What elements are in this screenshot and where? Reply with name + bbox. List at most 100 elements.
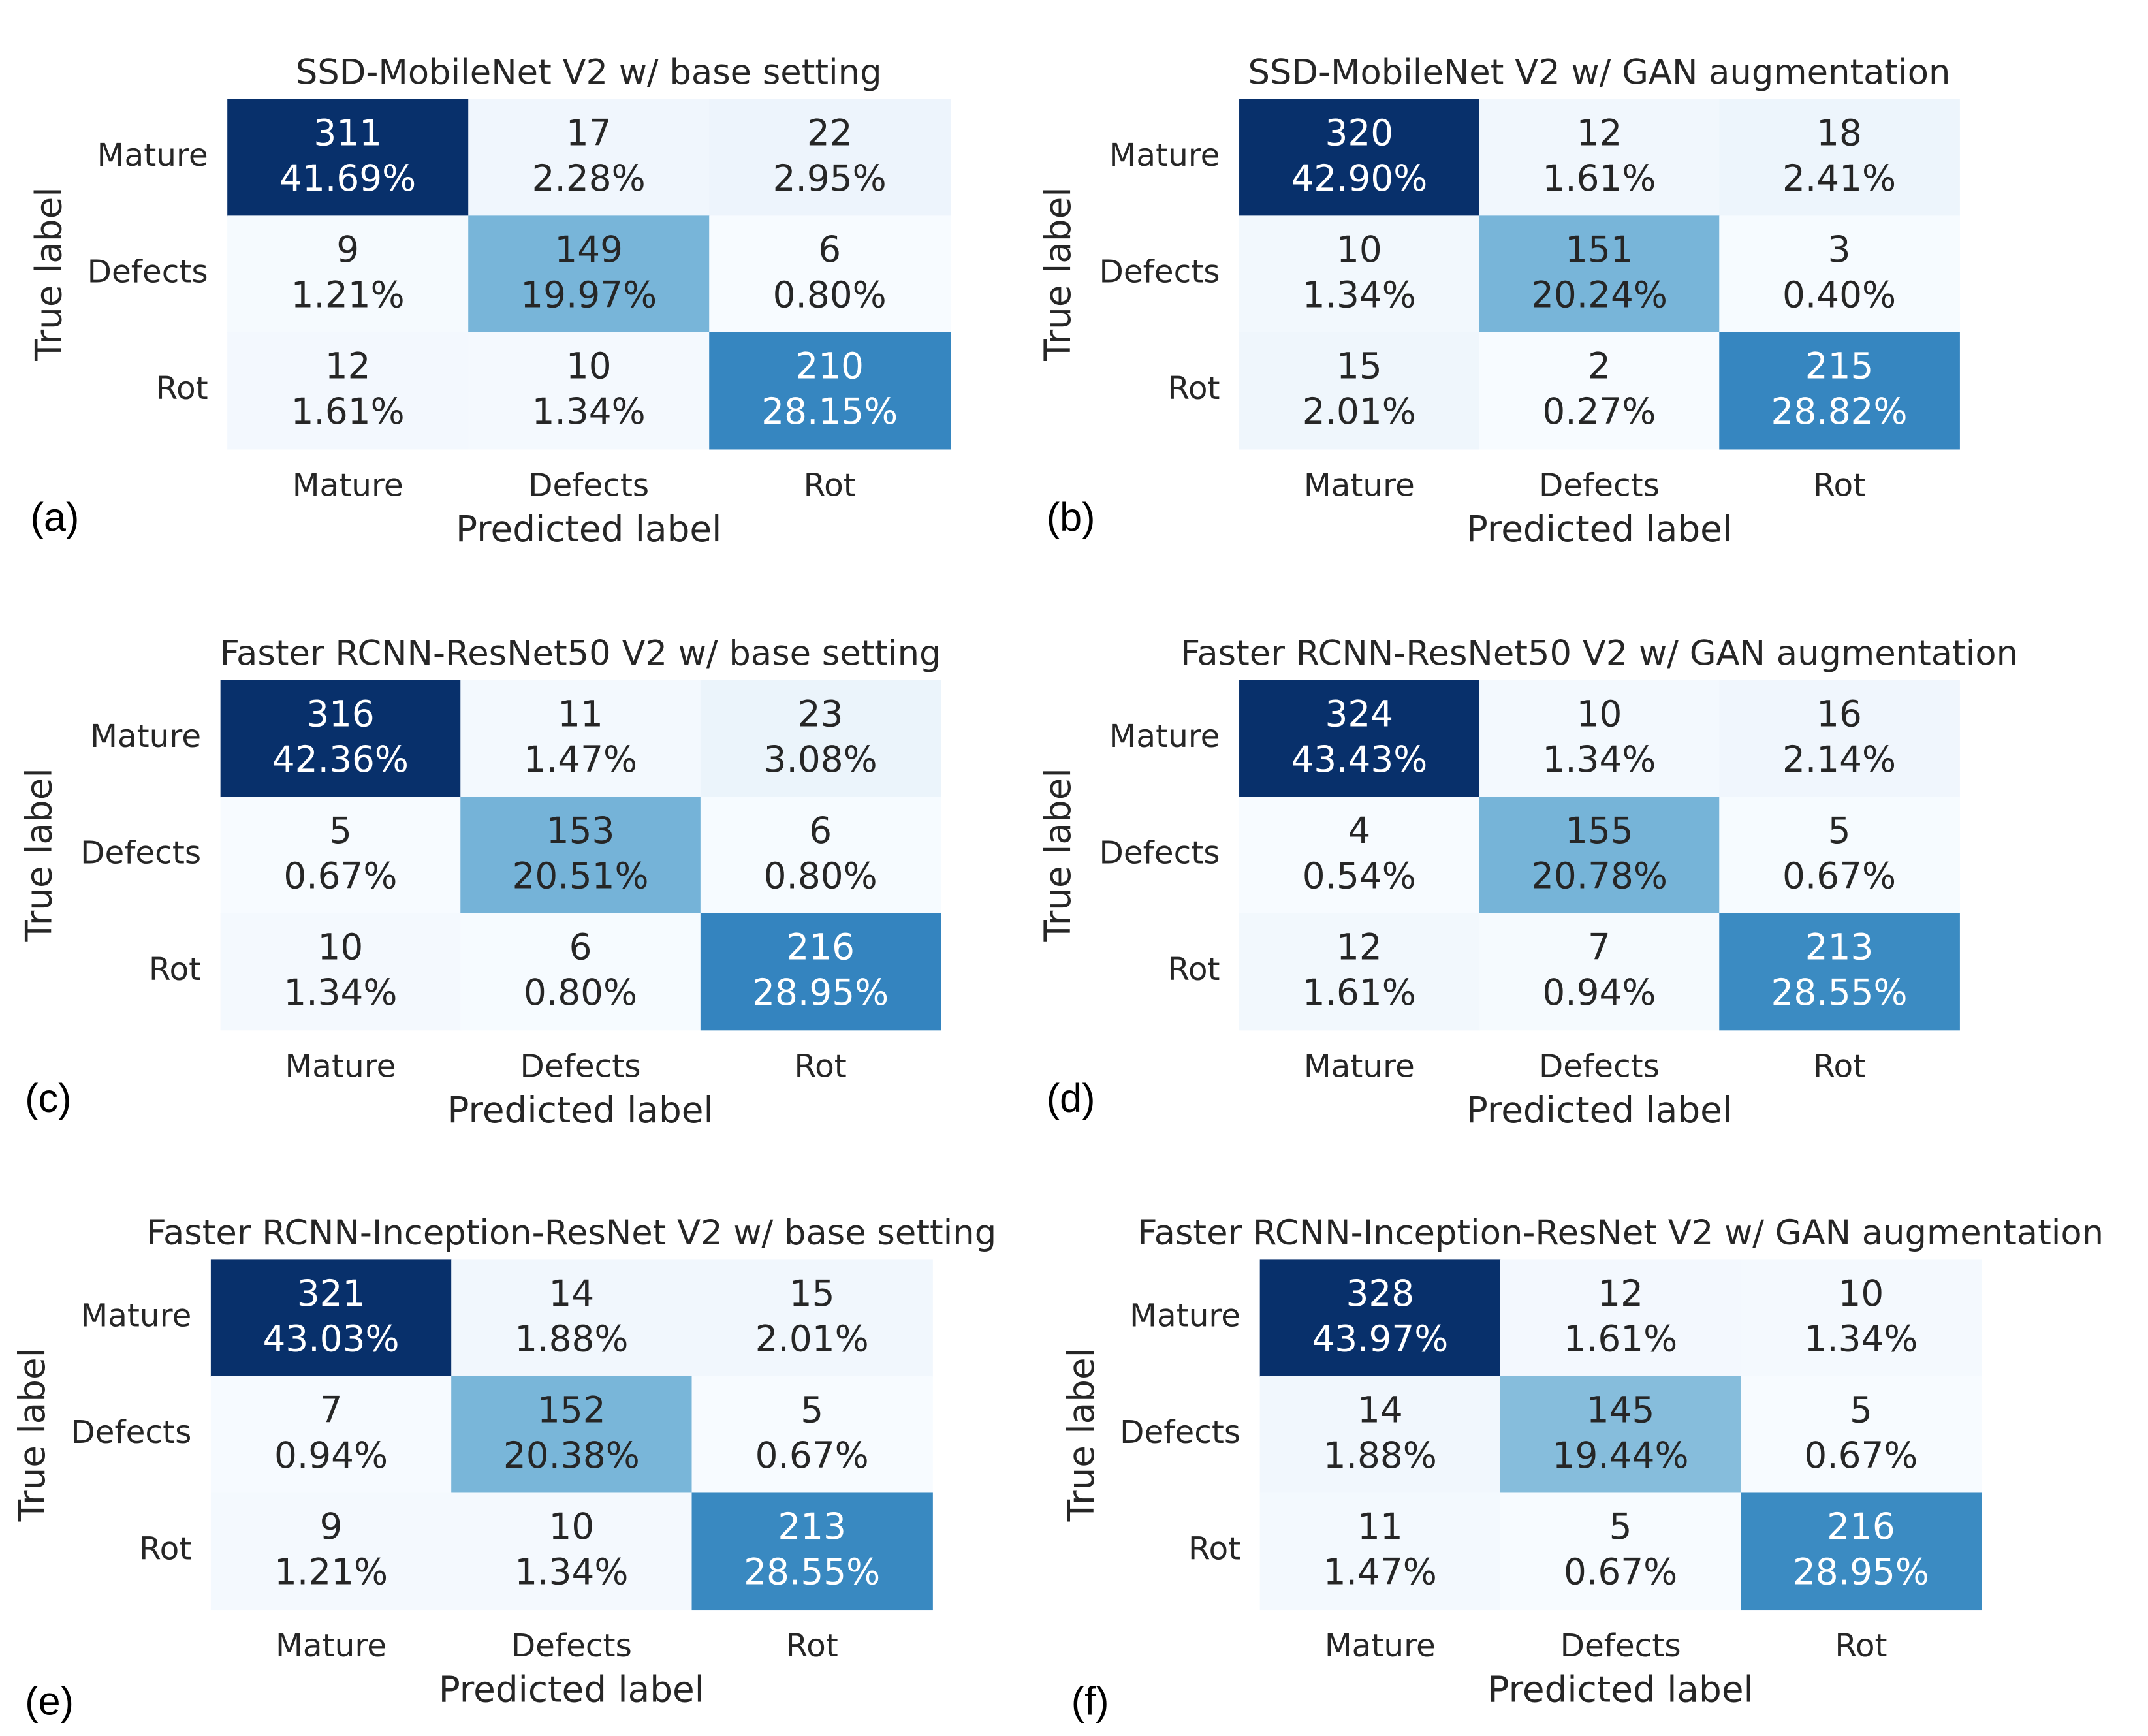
heatmap-cell xyxy=(220,913,462,1031)
cell-percent: 2.41% xyxy=(1782,157,1896,199)
y-tick-label: Defects xyxy=(1099,834,1220,871)
cell-count: 5 xyxy=(329,810,352,851)
cell-count: 6 xyxy=(818,229,841,270)
y-tick-label: Mature xyxy=(1129,1298,1240,1334)
x-axis-label: Predicted label xyxy=(447,1089,713,1131)
cell-percent: 28.95% xyxy=(1793,1551,1929,1593)
x-tick-label: Mature xyxy=(1325,1628,1436,1664)
cell-count: 9 xyxy=(336,229,359,270)
heatmap-cell xyxy=(709,99,951,217)
cell-percent: 19.44% xyxy=(1553,1434,1689,1476)
x-tick-label: Defects xyxy=(520,1048,641,1084)
heatmap-cell xyxy=(460,913,701,1031)
cell-percent: 20.78% xyxy=(1531,855,1667,896)
panel-title: SSD-MobileNet V2 w/ base setting xyxy=(296,53,882,93)
heatmap-cell xyxy=(709,215,951,333)
cell-count: 5 xyxy=(1609,1506,1632,1547)
heatmap-cell xyxy=(451,1492,693,1611)
heatmap-cell xyxy=(1479,913,1720,1031)
heatmap-cell xyxy=(460,680,701,798)
x-tick-label: Mature xyxy=(292,467,403,503)
heatmap-cell xyxy=(468,215,710,333)
cell-percent: 0.67% xyxy=(1804,1434,1918,1476)
heatmap-cell xyxy=(691,1259,933,1377)
x-tick-label: Rot xyxy=(1813,467,1865,503)
cell-percent: 0.67% xyxy=(755,1434,869,1476)
cell-percent: 1.47% xyxy=(1323,1551,1437,1593)
heatmap-cell xyxy=(1259,1376,1502,1494)
cell-percent: 0.40% xyxy=(1782,274,1896,316)
heatmap-cell xyxy=(709,332,951,450)
heatmap-cell xyxy=(1719,680,1960,798)
cell-percent: 43.97% xyxy=(1312,1318,1448,1360)
cell-count: 10 xyxy=(548,1506,594,1547)
x-tick-label: Defects xyxy=(511,1628,632,1664)
cell-count: 9 xyxy=(320,1506,343,1547)
heatmap-cell xyxy=(1239,797,1480,914)
x-tick-label: Rot xyxy=(795,1048,847,1084)
heatmap-cell xyxy=(227,99,469,217)
y-tick-label: Mature xyxy=(1109,718,1220,755)
panel-label: (f) xyxy=(1071,1679,1109,1724)
x-tick-label: Mature xyxy=(285,1048,396,1084)
heatmap-cell xyxy=(1719,215,1960,333)
cell-count: 10 xyxy=(566,345,612,387)
heatmap-cell xyxy=(227,215,469,333)
cell-count: 16 xyxy=(1816,693,1862,734)
x-axis-label: Predicted label xyxy=(1487,1669,1753,1711)
cell-count: 321 xyxy=(297,1272,366,1314)
panel-label: (d) xyxy=(1047,1076,1096,1120)
cell-percent: 28.95% xyxy=(752,971,889,1013)
cell-percent: 1.88% xyxy=(514,1318,628,1360)
y-axis-label: True label xyxy=(18,768,60,942)
y-axis-label: True label xyxy=(1060,1348,1102,1522)
x-tick-label: Mature xyxy=(1304,1048,1415,1084)
y-axis-label: True label xyxy=(27,187,69,361)
heatmap-cell xyxy=(1741,1259,1982,1377)
heatmap-cell xyxy=(1719,332,1960,450)
cell-count: 215 xyxy=(1805,345,1874,387)
cell-count: 12 xyxy=(325,345,371,387)
y-tick-label: Defects xyxy=(1120,1414,1240,1451)
cell-count: 216 xyxy=(786,926,855,968)
cell-count: 210 xyxy=(795,345,864,387)
cell-count: 10 xyxy=(1577,693,1622,734)
x-tick-label: Defects xyxy=(1560,1628,1681,1664)
x-tick-label: Defects xyxy=(1539,467,1660,503)
cell-count: 11 xyxy=(558,693,603,734)
panel: Faster RCNN-ResNet50 V2 w/ base setting 3… xyxy=(18,633,941,1131)
cell-percent: 2.01% xyxy=(1303,390,1416,432)
cell-percent: 1.88% xyxy=(1323,1434,1437,1476)
heatmap-cell xyxy=(1239,215,1480,333)
cell-percent: 1.21% xyxy=(291,274,405,316)
cell-percent: 28.55% xyxy=(744,1551,880,1593)
panel-title: SSD-MobileNet V2 w/ GAN augmentation xyxy=(1248,53,1950,93)
panel-title: Faster RCNN-ResNet50 V2 w/ GAN augmentat… xyxy=(1180,633,2018,673)
cell-percent: 0.54% xyxy=(1303,855,1416,896)
x-tick-label: Defects xyxy=(1539,1048,1660,1084)
panel-title: Faster RCNN-Inception-ResNet V2 w/ GAN a… xyxy=(1137,1213,2104,1253)
cell-count: 320 xyxy=(1325,112,1394,153)
panel: SSD-MobileNet V2 w/ base setting 31141.69… xyxy=(27,53,951,550)
cell-percent: 28.15% xyxy=(761,390,898,432)
cell-percent: 3.08% xyxy=(764,738,877,780)
y-tick-label: Defects xyxy=(87,254,208,291)
cell-percent: 0.27% xyxy=(1542,390,1656,432)
cell-percent: 0.67% xyxy=(283,855,397,896)
heatmap-cell xyxy=(1479,332,1720,450)
cell-percent: 0.94% xyxy=(1542,971,1656,1013)
cell-count: 311 xyxy=(313,112,382,153)
cell-percent: 0.80% xyxy=(524,971,637,1013)
heatmap-cell xyxy=(1719,797,1960,914)
heatmap-cell xyxy=(451,1259,693,1377)
heatmap-cell xyxy=(210,1492,452,1611)
panel: Faster RCNN-ResNet50 V2 w/ GAN augmentat… xyxy=(1037,633,2018,1131)
x-axis-label: Predicted label xyxy=(439,1669,704,1711)
heatmap-cell xyxy=(1479,797,1720,914)
cell-percent: 28.82% xyxy=(1771,390,1908,432)
cell-count: 3 xyxy=(1828,229,1851,270)
cell-percent: 2.14% xyxy=(1782,738,1896,780)
cell-count: 152 xyxy=(537,1389,606,1431)
cell-percent: 19.97% xyxy=(520,274,657,316)
cell-percent: 1.21% xyxy=(274,1551,388,1593)
